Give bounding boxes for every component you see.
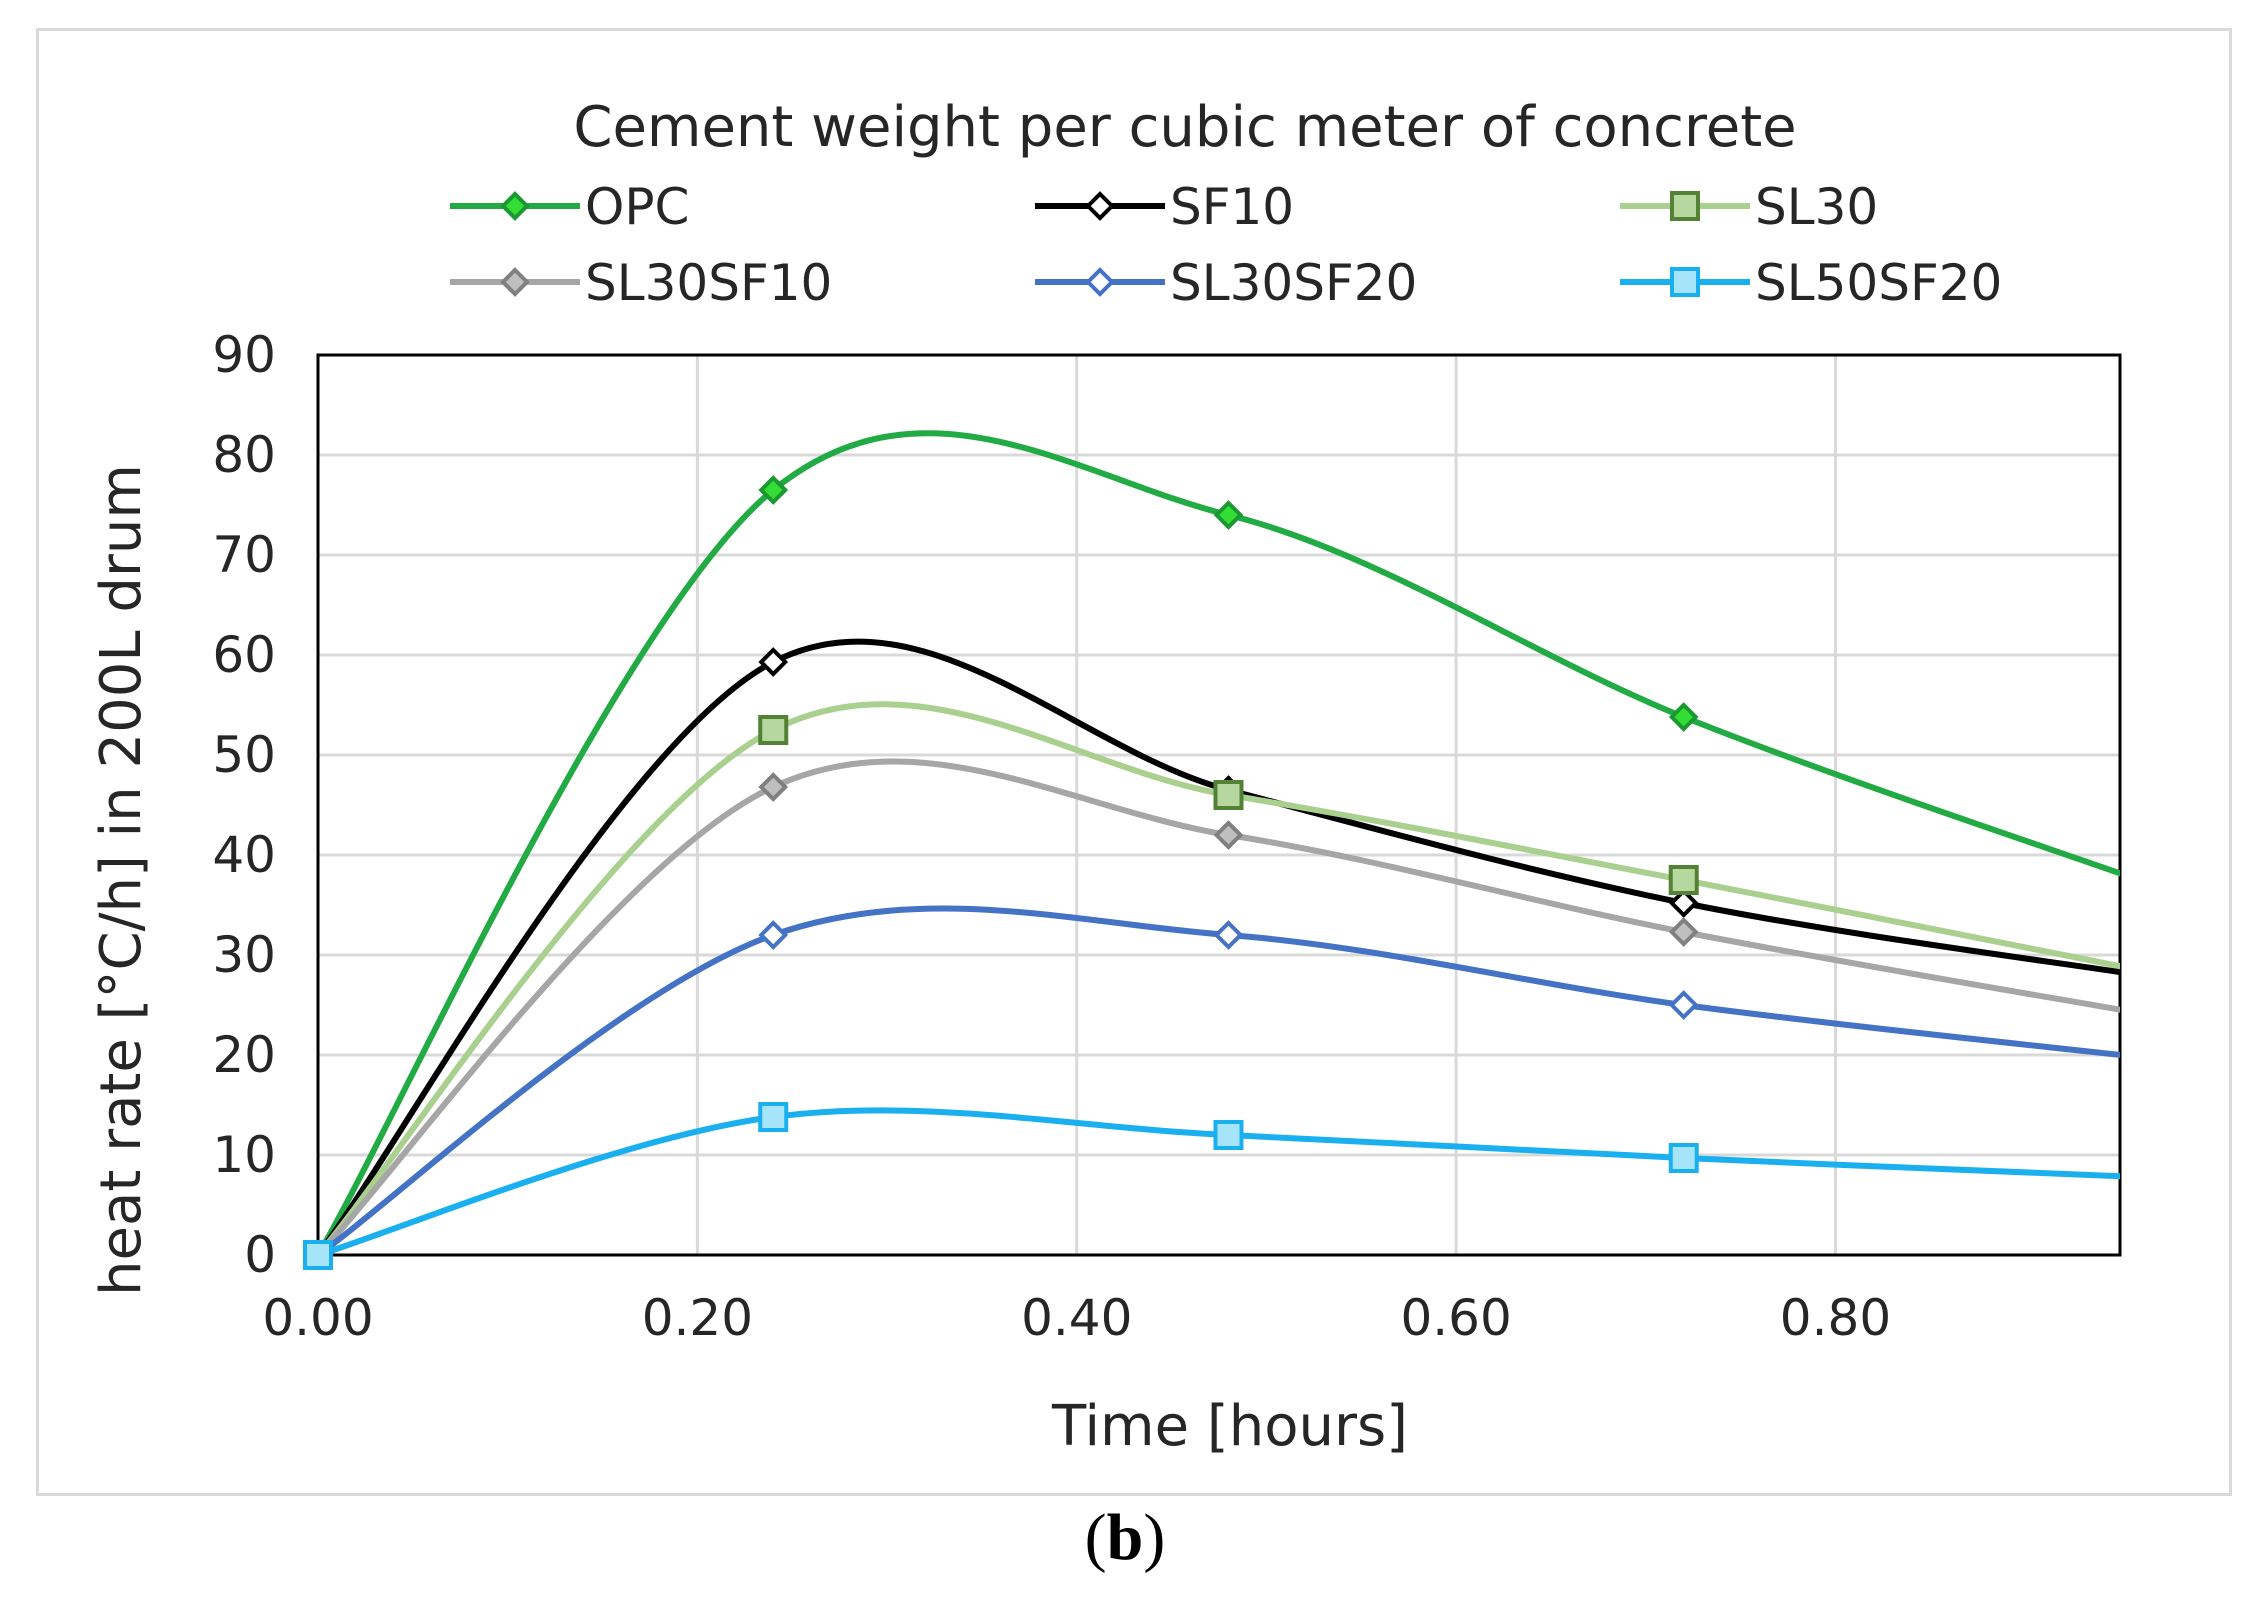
series-line-sl30sf10: [318, 758, 2120, 1258]
caption-letter: b: [1106, 1501, 1144, 1574]
data-point-sl30sf10: [1668, 917, 1699, 947]
legend-label-sl30sf20: SL30SF20: [1170, 254, 1417, 312]
data-point-sl50sf20: [1668, 1143, 1699, 1173]
chart-title: Cement weight per cubic meter of concret…: [573, 95, 1796, 160]
x-tick-label: 0.80: [1780, 1289, 1891, 1347]
figure-caption: (b): [0, 1500, 2250, 1576]
legend-label-opc: OPC: [585, 178, 689, 236]
x-tick-labels: 0.00 0.20 0.40 0.60 0.80: [262, 1289, 1891, 1347]
y-axis-title: heat rate [°C/h] in 200L drum: [89, 464, 154, 1296]
data-point-sf10: [1668, 888, 1699, 918]
legend-marker-sf10: [1085, 191, 1115, 221]
x-tick-label: 0.20: [642, 1289, 753, 1347]
y-tick-label: 70: [212, 526, 276, 584]
x-tick-label: 0.60: [1400, 1289, 1511, 1347]
x-axis-title: Time [hours]: [1051, 1394, 1408, 1459]
data-point-sl30sf20: [758, 920, 789, 950]
data-point-sl30sf20: [1213, 920, 1244, 950]
data-point-sl30sf20: [1668, 990, 1699, 1020]
y-tick-label: 30: [212, 926, 276, 984]
series-line-sl30: [318, 701, 2120, 1257]
y-tick-label: 20: [212, 1026, 276, 1084]
x-tick-label: 0.40: [1021, 1289, 1132, 1347]
data-point-sl30: [758, 715, 789, 745]
series-markers: [303, 475, 1699, 1270]
data-point-sl30sf10: [1213, 820, 1244, 850]
data-point-opc: [758, 475, 789, 505]
legend-marker-sl30sf20: [1085, 267, 1115, 297]
legend: OPC SF10 SL30 SL30SF10 SL30SF20 SL50SF20: [450, 178, 2002, 312]
series-line-opc: [318, 430, 2120, 1257]
series-line-sl30sf20: [318, 905, 2120, 1258]
y-tick-label: 80: [212, 426, 276, 484]
legend-marker-sl30: [1670, 191, 1700, 221]
data-point-sl30: [1668, 865, 1699, 895]
y-tick-label: 90: [212, 326, 276, 384]
y-tick-label: 40: [212, 826, 276, 884]
y-tick-label: 0: [244, 1226, 276, 1284]
legend-label-sl30: SL30: [1755, 178, 1878, 236]
legend-label-sf10: SF10: [1170, 178, 1294, 236]
legend-marker-sl50sf20: [1670, 267, 1700, 297]
caption-open: (: [1084, 1501, 1107, 1574]
chart-frame: [36, 28, 2232, 1496]
data-point-sl30: [1213, 780, 1244, 810]
data-point-sl50sf20: [1213, 1120, 1244, 1150]
plot-border: [316, 353, 2122, 1257]
legend-marker-sl30sf10: [500, 267, 530, 297]
data-point-sl50sf20: [303, 1240, 333, 1270]
y-tick-label: 10: [212, 1126, 276, 1184]
legend-marker-opc: [500, 191, 530, 221]
data-point-opc: [1213, 500, 1244, 530]
data-point-opc: [1668, 702, 1699, 732]
data-point-sl30sf10: [758, 772, 789, 802]
x-tick-label: 0.00: [262, 1289, 373, 1347]
y-tick-label: 60: [212, 626, 276, 684]
caption-close: ): [1143, 1501, 1166, 1574]
data-point-sl50sf20: [758, 1102, 789, 1132]
chart-svg: Cement weight per cubic meter of concret…: [89, 95, 2122, 1459]
legend-label-sl50sf20: SL50SF20: [1755, 254, 2002, 312]
grid: [318, 355, 2120, 1255]
legend-label-sl30sf10: SL30SF10: [585, 254, 832, 312]
series-lines: [318, 430, 2120, 1258]
y-tick-labels: 0 10 20 30 40 50 60 70 80 90: [212, 326, 276, 1284]
y-tick-label: 50: [212, 726, 276, 784]
series-line-sf10: [318, 638, 2120, 1257]
data-point-sf10: [758, 647, 789, 677]
